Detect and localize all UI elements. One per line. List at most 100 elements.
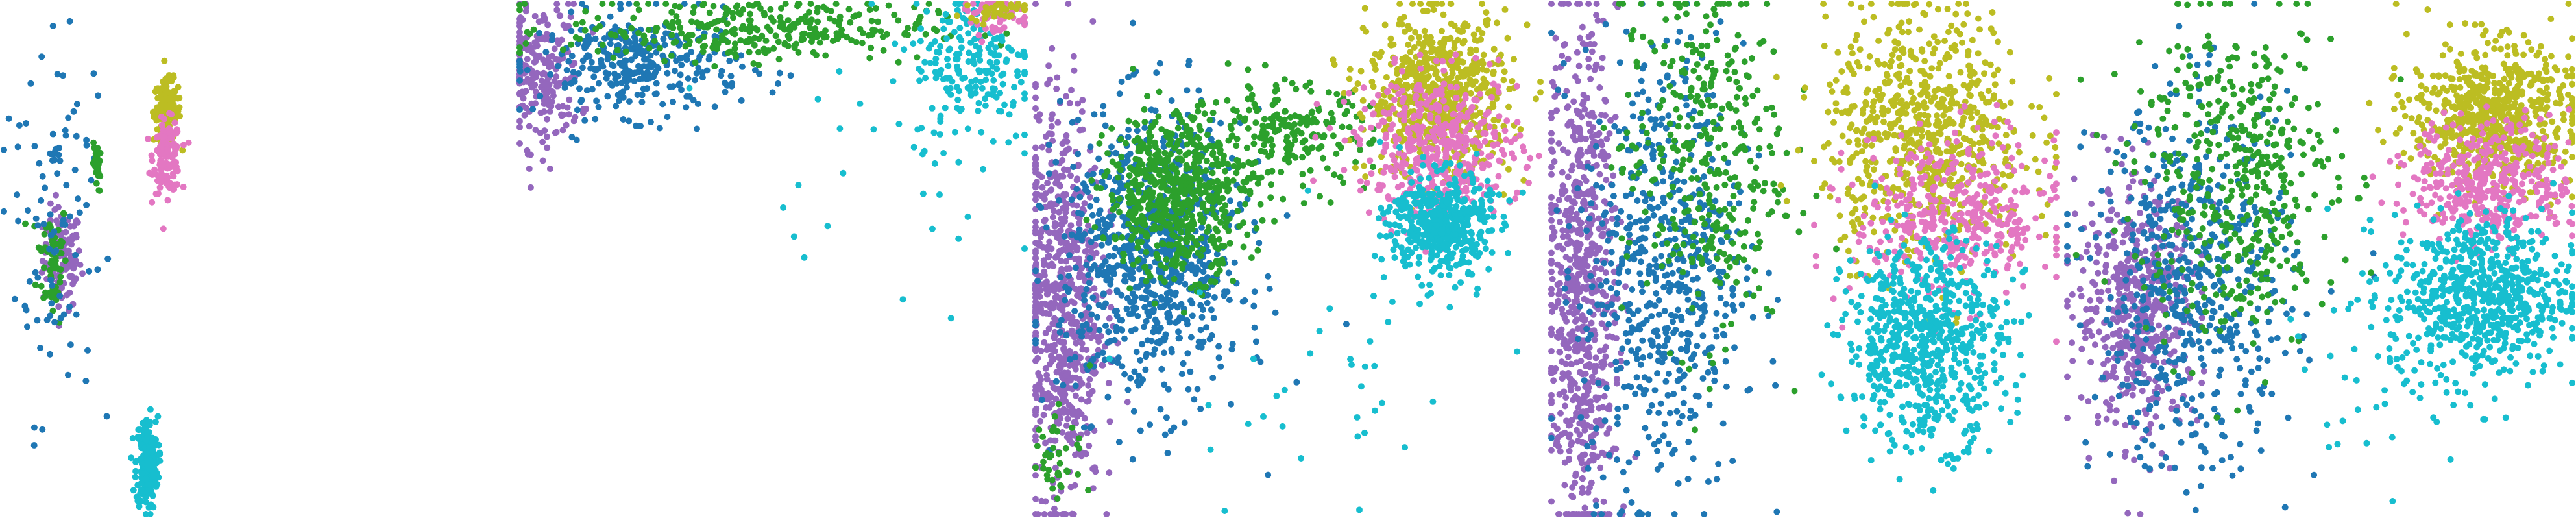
scatter-point [51,156,58,164]
scatter-point [1469,81,1476,88]
scatter-point [22,220,29,227]
scatter-point [1182,236,1189,243]
scatter-point [1242,201,1249,208]
scatter-point [57,243,64,250]
scatter-point [1462,23,1469,29]
scatter-point [1335,141,1342,148]
scatter-point [1043,347,1051,354]
scatter-point [1118,153,1125,160]
scatter-point [533,88,539,95]
scatter-point [1130,66,1137,72]
scatter-point [544,21,552,29]
scatter-point [706,9,713,16]
scatter-point [1421,27,1428,34]
scatter-point [954,96,962,103]
scatter-point [1505,103,1512,110]
scatter-point [1045,325,1052,332]
scatter-point [516,123,523,130]
scatter-point [690,3,698,10]
scatter-point [1073,177,1080,184]
scatter-point [1091,464,1099,471]
scatter-point [79,270,86,277]
scatter-point [1139,141,1147,147]
scatter-point [925,1,932,7]
scatter-point [1032,260,1039,267]
scatter-point [71,263,77,270]
scatter-point [1042,190,1049,197]
scatter-point [1180,360,1187,367]
scatter-point [1209,149,1217,156]
scatter-point [1148,202,1156,209]
scatter-point [1119,234,1126,241]
scatter-point [581,27,589,34]
scatter-point [1101,173,1108,180]
scatter-point [1049,401,1056,408]
scatter-point [1032,406,1039,413]
scatter-point [1161,349,1167,356]
scatter-point [1084,398,1091,405]
scatter-point [516,90,523,97]
scatter-point [813,52,820,58]
scatter-point [144,429,151,436]
scatter-point [1265,471,1272,478]
scatter-point [1199,246,1206,253]
scatter-point [32,215,40,222]
scatter-point [67,223,74,230]
scatter-point [158,121,165,129]
scatter-point [1147,134,1154,140]
scatter-point [1143,353,1149,360]
scatter-point [747,17,754,24]
scatter-point [1099,362,1106,369]
scatter-point [1047,200,1054,207]
scatter-point [151,469,158,476]
scatter-point [1183,214,1190,221]
scatter-point [604,93,611,100]
scatter-point [626,117,633,125]
scatter-point [683,34,689,41]
scatter-point [1524,21,1531,29]
scatter-point [541,60,548,66]
scatter-point [670,98,676,105]
scatter-point [1143,295,1149,302]
scatter-point [1165,241,1173,249]
scatter-point [678,30,685,37]
scatter-point [1189,300,1196,307]
scatter-point [1032,472,1039,479]
scatter-point [147,418,154,425]
scatter-point [1280,195,1287,203]
scatter-point [11,295,18,302]
scatter-point [144,463,151,470]
scatter-point [60,311,67,318]
scatter-plot-1 [1,18,192,517]
scatter-point [1156,192,1163,199]
scatter-point [1195,87,1202,94]
scatter-point [977,56,984,64]
scatter-point [814,8,821,16]
scatter-point [1224,288,1231,295]
scatter-point [1041,339,1048,346]
scatter-point [848,37,855,43]
scatter-point [167,101,174,107]
scatter-point [960,14,967,21]
scatter-point [1112,245,1119,252]
scatter-point [1198,314,1206,321]
scatter-point [160,79,167,86]
scatter-point [1189,217,1197,225]
scatter-point [1533,95,1539,103]
scatter-point [1130,166,1137,173]
scatter-point [528,100,535,107]
scatter-point [1065,1,1072,7]
scatter-point [766,27,773,34]
scatter-point [982,95,988,103]
scatter-point [1146,138,1153,145]
scatter-point [1213,193,1221,201]
scatter-point [916,66,922,72]
scatter-point [1178,301,1185,308]
scatter-point [637,64,644,71]
scatter-point [1032,230,1039,237]
scatter-point [845,6,853,13]
scatter-point [1265,123,1272,130]
scatter-point [1088,311,1095,318]
scatter-point [1102,258,1109,265]
scatter-point [858,40,866,47]
